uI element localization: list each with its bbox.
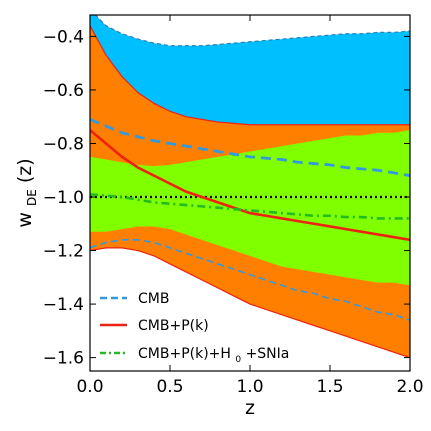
y-tick-label-3: −1.0 bbox=[43, 188, 84, 208]
cmb-lower-dashed-line bbox=[90, 239, 410, 321]
band-cmb-pk-h0-snia bbox=[90, 130, 410, 286]
band-cmb-pk-upper-edge bbox=[90, 25, 410, 126]
lines-layer bbox=[90, 15, 410, 359]
legend-cmb-label: CMB bbox=[138, 291, 169, 307]
legend-cmb-pk-h0-snia-label: CMB+P(k)+H 0 +SNIa bbox=[138, 346, 289, 366]
legend: CMB CMB+P(k) CMB+P(k)+H 0 +SNIa bbox=[100, 291, 289, 366]
x-tick-label-2: 1.0 bbox=[236, 377, 263, 397]
y-axis-label-subscript: DE bbox=[25, 189, 39, 206]
x-tick-label-3: 1.5 bbox=[316, 377, 343, 397]
tick-labels-layer: 0.0 0.5 1.0 1.5 2.0 −1.6 −1.4 −1.2 −1.0 −0.8 −0.6 −… bbox=[43, 27, 424, 397]
series-line-0 bbox=[90, 118, 410, 177]
series-line-1 bbox=[90, 129, 410, 242]
y-axis-label: w DE (z) bbox=[14, 158, 41, 227]
y-tick-label-1: −1.4 bbox=[43, 295, 84, 315]
y-axis-label-suffix: (z) bbox=[14, 158, 36, 183]
legend-cmb-pk-h0-snia-tail: +SNIa bbox=[246, 346, 290, 362]
band-cmb-pk-lower-edge bbox=[90, 247, 410, 359]
y-axis-label-main: w bbox=[14, 212, 36, 228]
band-cmb bbox=[90, 15, 410, 125]
legend-cmb-pk-label: CMB+P(k) bbox=[138, 318, 209, 334]
x-axis-label: z bbox=[245, 397, 255, 419]
y-tick-label-2: −1.2 bbox=[43, 242, 84, 262]
y-tick-label-4: −0.8 bbox=[43, 134, 84, 154]
band-cmb-upper-edge bbox=[94, 15, 410, 47]
x-tick-label-1: 0.5 bbox=[156, 377, 183, 397]
y-tick-label-5: −0.6 bbox=[43, 81, 84, 101]
y-tick-label-6: −0.4 bbox=[43, 27, 84, 47]
y-tick-label-0: −1.6 bbox=[43, 349, 84, 369]
legend-cmb-pk-h0-snia-sub: 0 bbox=[235, 355, 241, 365]
x-tick-label-4: 2.0 bbox=[396, 377, 423, 397]
legend-cmb-pk-h0-snia-main: CMB+P(k)+H bbox=[138, 346, 231, 362]
y-axis-label-group: w DE (z) bbox=[14, 158, 41, 227]
bands-layer bbox=[90, 15, 410, 358]
ticks-layer bbox=[89, 15, 411, 371]
x-tick-label-0: 0.0 bbox=[76, 377, 103, 397]
